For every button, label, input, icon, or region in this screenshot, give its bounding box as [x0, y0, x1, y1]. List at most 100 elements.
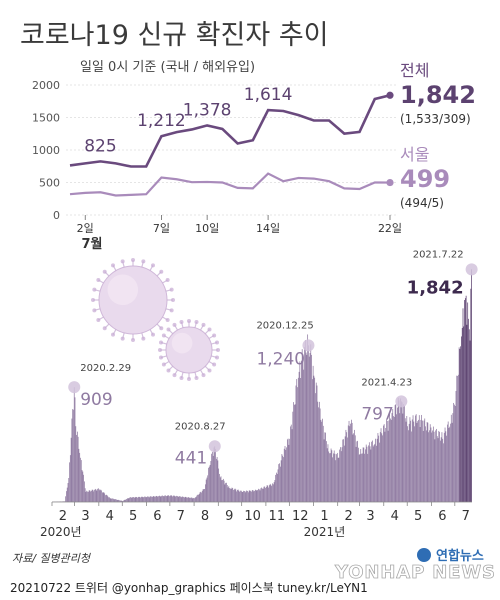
source-note: 자료/ 질병관리청 — [12, 552, 92, 565]
daily-bar — [123, 500, 125, 502]
annotation-value: 1,240 — [256, 349, 305, 369]
daily-bar — [122, 500, 124, 502]
daily-bar — [160, 496, 162, 502]
daily-bar — [454, 406, 456, 502]
y-tick-label: 500 — [39, 177, 60, 190]
daily-bar — [165, 496, 167, 502]
daily-bar — [211, 453, 212, 502]
daily-bar — [151, 496, 153, 502]
daily-bar — [71, 418, 73, 502]
daily-bar — [69, 462, 70, 502]
daily-bar — [401, 402, 403, 502]
daily-bar — [86, 490, 88, 502]
daily-bar — [189, 497, 191, 502]
daily-bar — [379, 442, 380, 502]
daily-bar — [128, 498, 130, 502]
daily-bar — [468, 329, 470, 502]
daily-bar — [153, 496, 155, 502]
daily-bar — [297, 377, 299, 502]
yonhap-logo-icon — [417, 548, 431, 562]
daily-bar — [412, 415, 414, 502]
daily-bar — [432, 430, 433, 502]
virus-spike-tip — [166, 327, 171, 332]
daily-bar — [135, 496, 137, 502]
daily-bar — [271, 486, 273, 502]
daily-bar — [133, 497, 135, 502]
month-tick-label: 5 — [414, 509, 422, 524]
daily-bar — [288, 444, 290, 502]
daily-bar — [120, 500, 122, 502]
daily-bar — [130, 497, 131, 502]
daily-bar — [461, 336, 462, 502]
daily-bar — [219, 477, 221, 502]
daily-bar — [444, 427, 446, 502]
daily-bar — [282, 455, 284, 502]
daily-bar — [284, 445, 286, 502]
daily-bar — [91, 489, 93, 502]
daily-bar — [326, 441, 327, 502]
daily-bar — [335, 460, 337, 502]
daily-bar — [439, 431, 440, 502]
daily-bar — [386, 420, 388, 502]
daily-bar — [197, 494, 199, 502]
daily-bar — [258, 488, 259, 502]
daily-bar — [299, 361, 301, 502]
daily-bar — [236, 491, 237, 502]
daily-bar — [400, 398, 401, 502]
daily-bar — [314, 377, 316, 502]
virus-spike-tip — [172, 373, 177, 378]
daily-bar — [163, 496, 165, 502]
daily-bar — [261, 487, 262, 502]
daily-bar — [166, 495, 168, 502]
daily-bar — [389, 414, 390, 502]
daily-bar — [381, 433, 383, 502]
virus-spike-tip — [92, 287, 97, 292]
daily-bar — [108, 497, 109, 502]
daily-bar — [395, 404, 397, 502]
daily-bar — [238, 490, 240, 502]
daily-bar — [233, 489, 235, 502]
daily-bar — [247, 490, 248, 502]
daily-bar — [376, 438, 378, 502]
daily-bar — [145, 497, 147, 502]
daily-bar — [237, 489, 238, 502]
daily-bar — [81, 470, 83, 502]
daily-bar — [230, 488, 232, 502]
daily-bar — [461, 327, 463, 502]
virus-spike-tip — [92, 308, 97, 313]
daily-bar — [241, 491, 243, 502]
daily-bar — [388, 420, 390, 502]
daily-bar — [248, 490, 250, 502]
daily-bar — [380, 428, 382, 502]
daily-bar — [463, 326, 465, 502]
daily-bar — [362, 447, 364, 502]
daily-bar — [187, 497, 188, 502]
watermark-text: YONHAP NEWS — [334, 562, 495, 583]
daily-bar — [82, 471, 84, 502]
daily-bar — [329, 453, 330, 502]
daily-bar — [392, 409, 394, 502]
daily-bar — [428, 432, 430, 502]
daily-bar — [194, 498, 195, 502]
daily-bar — [405, 421, 407, 502]
daily-bar — [180, 496, 181, 502]
daily-bar — [403, 404, 405, 502]
daily-bar — [391, 413, 393, 502]
daily-bar — [193, 497, 195, 502]
virus-spike-tip — [161, 362, 166, 367]
daily-bar — [251, 490, 253, 502]
daily-bar — [257, 489, 259, 502]
daily-bar — [158, 495, 160, 502]
daily-bar — [332, 457, 334, 502]
daily-bar — [192, 498, 194, 502]
daily-bar — [375, 445, 377, 502]
total-legend-value: 1,842 — [400, 81, 476, 109]
daily-bar — [300, 378, 301, 502]
daily-bar — [275, 474, 277, 502]
daily-bar — [204, 488, 205, 502]
brand-logo-text: 연합뉴스 — [436, 548, 484, 564]
daily-bar — [217, 460, 219, 502]
daily-bar — [77, 436, 79, 502]
daily-bar — [420, 419, 422, 502]
daily-bar — [348, 420, 350, 502]
